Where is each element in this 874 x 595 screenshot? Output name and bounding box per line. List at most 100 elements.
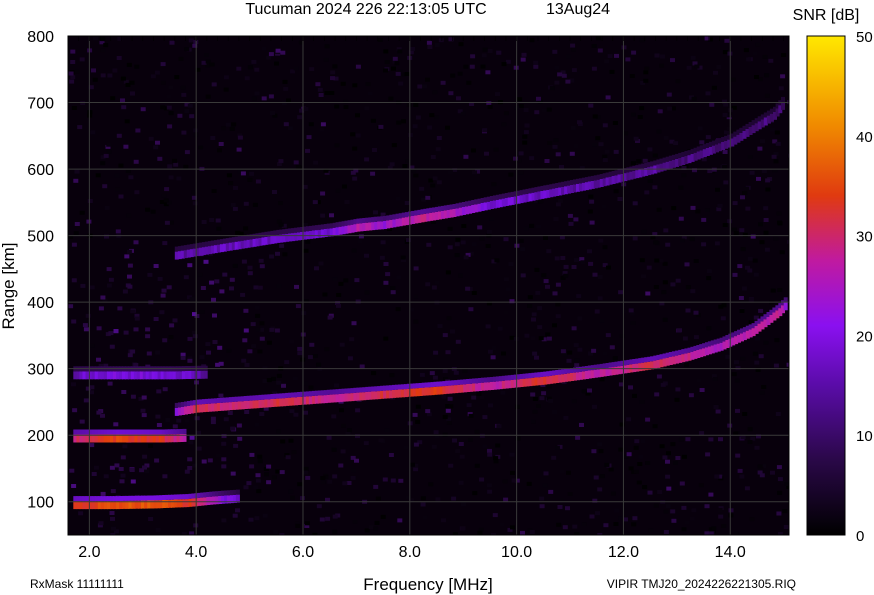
noise-cell — [305, 148, 310, 153]
x-tick-label: 12.0 — [608, 544, 639, 561]
echo-cell — [495, 199, 500, 208]
noise-cell — [125, 169, 131, 173]
noise-cell — [236, 423, 242, 428]
noise-cell — [352, 519, 358, 524]
noise-cell — [160, 105, 166, 110]
echo-halo-cell — [79, 496, 84, 502]
echo-halo-cell — [602, 363, 607, 369]
echo-cell — [730, 138, 735, 147]
noise-cell — [508, 262, 514, 267]
noise-cell — [645, 461, 651, 465]
noise-cell — [304, 524, 310, 528]
echo-cell — [282, 234, 287, 243]
noise-cell — [413, 467, 419, 472]
noise-cell — [631, 50, 637, 55]
echo-halo-cell — [76, 496, 81, 502]
noise-cell — [458, 442, 464, 446]
noise-cell — [614, 53, 619, 58]
noise-cell — [577, 347, 583, 352]
echo-cell — [573, 372, 577, 381]
echo-halo-cell — [212, 491, 217, 497]
echo-halo-cell — [731, 332, 736, 338]
noise-cell — [557, 199, 563, 204]
noise-cell — [118, 467, 124, 471]
noise-cell — [458, 273, 464, 278]
echo-cell — [311, 395, 316, 404]
noise-cell — [150, 74, 156, 79]
noise-cell — [255, 327, 261, 332]
noise-cell — [451, 496, 457, 501]
noise-cell — [124, 119, 130, 124]
echo-cell — [438, 211, 442, 220]
noise-cell — [168, 175, 174, 180]
noise-cell — [503, 237, 509, 242]
noise-cell — [776, 511, 782, 516]
noise-cell — [779, 250, 785, 255]
noise-cell — [223, 75, 229, 80]
echo-halo-cell — [203, 492, 208, 498]
echo-cell — [395, 389, 399, 398]
echo-halo-cell — [303, 226, 307, 232]
echo-cell — [188, 498, 193, 507]
noise-cell — [413, 319, 419, 324]
echo-cell — [671, 356, 676, 365]
noise-cell — [272, 113, 278, 118]
echo-cell — [561, 374, 566, 383]
noise-cell — [468, 251, 474, 256]
noise-cell — [364, 290, 370, 295]
noise-cell — [737, 264, 743, 269]
noise-cell — [454, 242, 460, 247]
noise-cell — [419, 372, 425, 377]
noise-cell — [574, 358, 580, 363]
noise-cell — [492, 513, 498, 518]
noise-cell — [656, 207, 662, 212]
noise-cell — [243, 308, 249, 313]
echo-cell — [365, 222, 370, 231]
noise-cell — [370, 171, 376, 176]
noise-cell — [228, 181, 234, 186]
echo-halo-cell — [79, 429, 84, 435]
noise-cell — [398, 478, 404, 483]
noise-cell — [654, 53, 660, 58]
echo-cell — [144, 500, 149, 509]
noise-cell — [579, 423, 584, 427]
noise-cell — [397, 49, 403, 54]
echo-halo-cell — [522, 373, 527, 379]
noise-cell — [457, 71, 463, 76]
x-axis-label: Frequency [MHz] — [363, 575, 492, 594]
noise-cell — [448, 463, 454, 468]
echo-cell — [724, 140, 729, 149]
echo-cell — [122, 500, 127, 509]
echo-cell — [751, 125, 756, 134]
echo-halo-cell — [221, 490, 226, 496]
echo-cell — [240, 401, 245, 410]
noise-cell — [567, 492, 573, 496]
noise-cell — [312, 200, 318, 205]
noise-cell — [431, 285, 437, 290]
noise-cell — [355, 64, 361, 69]
noise-cell — [632, 236, 638, 241]
echo-halo-cell — [486, 196, 491, 202]
noise-cell — [370, 118, 376, 123]
echo-halo-cell — [576, 178, 580, 184]
noise-cell — [98, 306, 104, 311]
echo-cell — [252, 400, 257, 409]
echo-halo-cell — [641, 357, 646, 363]
noise-cell — [493, 147, 499, 152]
noise-cell — [221, 457, 227, 462]
echo-cell — [599, 179, 604, 187]
noise-cell — [721, 524, 727, 528]
noise-cell — [187, 457, 193, 462]
echo-cell — [498, 199, 503, 208]
noise-cell — [662, 317, 668, 322]
echo-cell — [326, 394, 331, 403]
noise-cell — [654, 258, 660, 263]
noise-cell — [742, 412, 748, 416]
noise-cell — [758, 77, 763, 82]
echo-cell — [128, 434, 133, 443]
noise-cell — [603, 523, 609, 528]
echo-halo-cell — [246, 234, 251, 240]
noise-cell — [187, 356, 193, 361]
echo-halo-cell — [626, 359, 631, 365]
noise-cell — [708, 530, 714, 535]
